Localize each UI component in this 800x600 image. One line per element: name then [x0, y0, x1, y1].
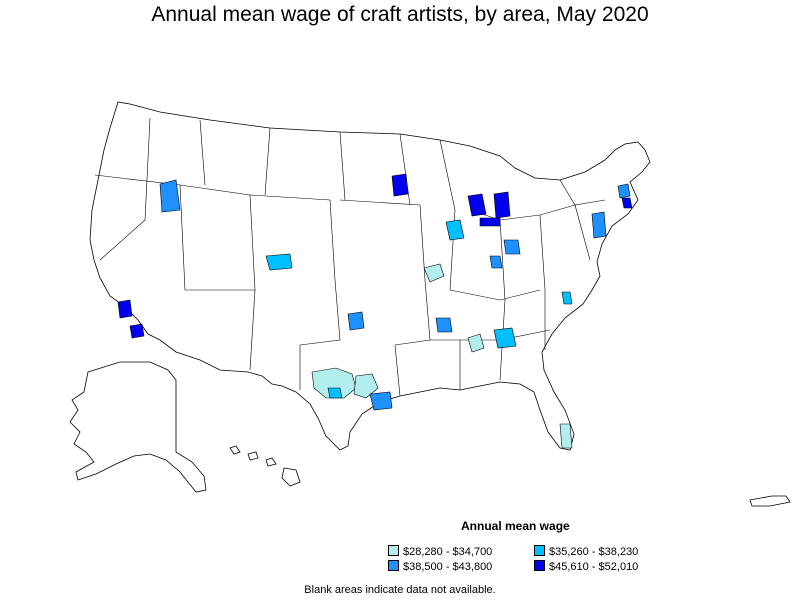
area-denver: [265, 253, 293, 271]
legend-swatch-3: [388, 560, 399, 571]
area-missouri: [423, 263, 445, 283]
area-alabama: [467, 333, 485, 353]
hawaii-island-1: [229, 445, 241, 455]
legend-item-2: $35,260 - $38,230: [534, 545, 638, 559]
area-virginia: [561, 291, 573, 305]
area-minnesota: [391, 173, 409, 197]
footnote: Blank areas indicate data not available.: [304, 584, 496, 596]
area-rhode-island: [621, 197, 633, 209]
area-ohio: [503, 239, 521, 255]
area-central-texas: [353, 373, 379, 399]
area-los-angeles: [117, 299, 133, 319]
area-memphis: [435, 317, 453, 333]
legend-item-1: $28,280 - $34,700: [388, 545, 492, 559]
legend-swatch-4: [534, 560, 545, 571]
map-title: Annual mean wage of craft artists, by ar…: [151, 3, 649, 26]
legend-swatch-2: [534, 545, 545, 556]
legend-item-3: $38,500 - $43,800: [388, 560, 492, 574]
legend-item-4: $45,610 - $52,010: [534, 560, 638, 574]
area-chicago: [445, 219, 465, 241]
area-west-texas-2: [327, 387, 343, 399]
area-new-jersey: [591, 211, 607, 239]
area-michigan-south: [479, 217, 501, 227]
contiguous-us-outline: [89, 101, 651, 451]
legend-label-3: $38,500 - $43,800: [403, 561, 493, 573]
area-west-texas: [311, 367, 357, 399]
area-oklahoma: [347, 311, 365, 331]
area-kentucky: [489, 255, 503, 269]
area-michigan-east: [493, 191, 511, 219]
hawaii-island-2: [247, 451, 259, 461]
area-boston: [617, 183, 631, 199]
legend-label-1: $28,280 - $34,700: [403, 546, 493, 558]
legend-title: Annual mean wage: [461, 519, 570, 533]
legend-label-4: $45,610 - $52,010: [549, 561, 639, 573]
alaska-outline: [69, 361, 207, 493]
legend-label-2: $35,260 - $38,230: [549, 546, 639, 558]
area-san-diego: [129, 323, 145, 339]
area-houston: [369, 391, 393, 411]
area-michigan-west: [467, 193, 487, 217]
area-idaho: [159, 179, 181, 213]
area-atlanta: [493, 327, 517, 349]
legend-swatch-1: [388, 545, 399, 556]
area-south-florida: [559, 423, 573, 449]
hawaii-island-3: [265, 457, 277, 467]
hawaii-island-4: [281, 467, 301, 487]
puerto-rico-outline: [749, 495, 791, 507]
